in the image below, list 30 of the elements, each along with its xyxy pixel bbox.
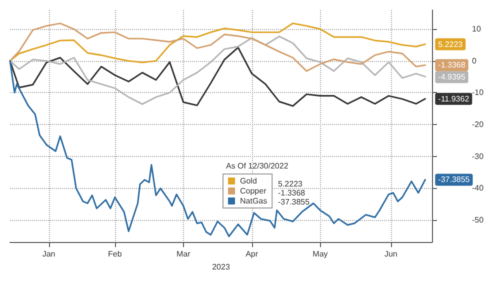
line-series	[9, 22, 426, 72]
line-series	[9, 46, 426, 107]
text: -1.3368	[278, 188, 306, 198]
data-label: -11.9362	[438, 94, 470, 104]
x-tick-label: Feb	[108, 250, 122, 259]
x-tick-label: Mar	[176, 250, 191, 259]
data-label: -1.3368	[438, 60, 466, 70]
legend-label: Copper	[240, 186, 267, 196]
legend-label: Gold	[240, 176, 257, 186]
y-tick-label: -20	[472, 120, 484, 129]
y-tick-label: 0	[472, 56, 477, 66]
x-tick-label: Jun	[384, 250, 398, 259]
x-tick-label: Jan	[42, 250, 56, 259]
legend-title: As Of 12/30/2022	[226, 162, 289, 170]
text: -37.3855	[278, 198, 310, 206]
x-tick-label: May	[312, 250, 328, 259]
y-tick-label: 10	[472, 24, 482, 34]
legend-label: NatGas	[240, 196, 268, 206]
y-tick-label: -40	[472, 184, 484, 193]
x-tick-label: Apr	[246, 250, 258, 259]
line-series	[9, 60, 426, 238]
y-tick-label: -10	[472, 88, 484, 98]
y-tick-label: -50	[472, 215, 484, 224]
y-tick-label: -30	[472, 152, 484, 161]
data-label: 5.2223	[438, 40, 464, 49]
x-axis-title: 2023	[212, 262, 230, 272]
data-label: -4.9395	[438, 72, 466, 82]
data-label: -37.3855	[438, 175, 470, 184]
text: 5.2223	[278, 180, 302, 188]
line-series	[9, 22, 426, 64]
